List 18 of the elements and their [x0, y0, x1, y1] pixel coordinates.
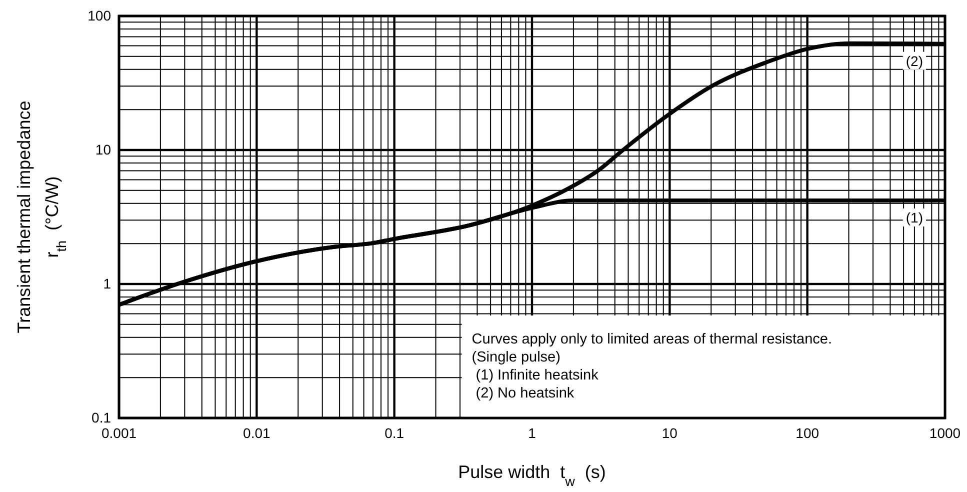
- y-tick-label: 0.1: [92, 409, 112, 426]
- x-tick-label: 0.01: [243, 424, 271, 441]
- y-tick-label: 100: [88, 7, 112, 24]
- annotation: (1) Infinite heatsink: [472, 367, 600, 384]
- y-tick-label: 10: [95, 141, 112, 158]
- x-tick-label: 0.1: [384, 424, 404, 441]
- x-tick-label: 1000: [929, 424, 961, 441]
- annotation: (Single pulse): [472, 349, 560, 366]
- annotation: (2): [906, 52, 924, 69]
- y-tick-label: 1: [103, 275, 112, 292]
- annotation: Curves apply only to limited areas of thermal resistance.: [472, 331, 832, 348]
- x-tick-label: 1: [528, 424, 536, 441]
- x-tick-label: 100: [796, 424, 820, 441]
- x-tick-label: 0.001: [101, 424, 137, 441]
- annotation: (2) No heatsink: [472, 385, 575, 402]
- x-tick-label: 10: [662, 424, 678, 441]
- x-axis-title: Pulse width t$_{w}$ (s): [458, 462, 606, 488]
- annotation: (1): [906, 209, 924, 226]
